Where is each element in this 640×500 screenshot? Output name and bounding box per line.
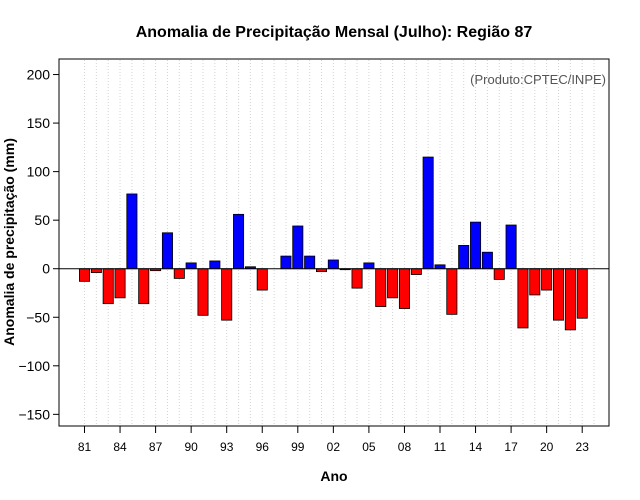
bar-2010	[422, 156, 434, 270]
chart-title: Anomalia de Precipitação Mensal (Julho):…	[136, 24, 533, 41]
bar-1994	[233, 213, 245, 270]
bar-1996	[256, 268, 268, 291]
bar-2017	[505, 224, 517, 270]
x-tick-label: 11	[434, 440, 447, 454]
bar-2013	[458, 245, 470, 270]
x-tick-label: 02	[327, 440, 341, 454]
y-tick-label: 0	[42, 261, 50, 277]
plot-frame	[58, 58, 610, 427]
y-tick-label: 200	[27, 67, 51, 83]
x-tick-label: 90	[184, 440, 198, 454]
bar-1986	[138, 268, 150, 305]
y-tick-label: −150	[18, 406, 50, 422]
bar-2020	[541, 268, 553, 291]
y-axis-ticks: −150 −100 −50 0 50 100 150 200	[18, 67, 59, 422]
bar-1981	[79, 268, 91, 282]
bar-2012	[446, 268, 458, 315]
x-tick-label: 99	[291, 440, 305, 454]
bar-1993	[221, 268, 233, 321]
bar-1999	[292, 225, 304, 270]
x-axis-label: Ano	[320, 468, 347, 484]
bar-2008	[398, 268, 410, 309]
bar-1992	[209, 260, 221, 270]
y-tick-label: 100	[27, 164, 51, 180]
bar-2019	[529, 268, 541, 296]
x-tick-label: 17	[504, 440, 518, 454]
grid-lines	[84, 60, 595, 425]
x-tick-label: 96	[256, 440, 270, 454]
y-tick-label: 150	[27, 115, 51, 131]
bar-1998	[280, 255, 292, 270]
bar-2014	[470, 221, 482, 270]
bar-1989	[173, 268, 185, 279]
x-tick-label: 23	[576, 440, 590, 454]
y-axis-label: Anomalia de precipitação (mm)	[1, 138, 17, 346]
x-tick-label: 05	[362, 440, 376, 454]
x-tick-label: 08	[398, 440, 412, 454]
bar-1984	[114, 268, 126, 299]
x-tick-label: 84	[113, 440, 127, 454]
bar-1982	[90, 268, 102, 273]
bar-2009	[410, 268, 422, 275]
bar-2002	[327, 259, 339, 270]
bar-1990	[185, 262, 197, 270]
bar-2016	[493, 268, 505, 280]
bar-2021	[553, 268, 565, 321]
x-tick-label: 93	[220, 440, 234, 454]
bar-2023	[576, 268, 588, 319]
bar-1991	[197, 268, 209, 316]
x-axis-ticks: 81 84 87 90 93 96 99 02 05 08 11 14 17 20 23	[78, 426, 589, 454]
y-tick-label: 50	[34, 212, 50, 228]
x-tick-label: 87	[149, 440, 163, 454]
bar-2000	[304, 255, 316, 270]
bar-2011	[434, 264, 446, 270]
y-tick-label: −50	[26, 309, 50, 325]
bar-1988	[161, 232, 173, 270]
bar-2018	[517, 268, 529, 329]
bar-1985	[126, 193, 138, 270]
bar-2007	[387, 268, 399, 299]
x-tick-label: 20	[540, 440, 554, 454]
y-tick-label: −100	[18, 358, 50, 374]
x-tick-label: 14	[469, 440, 483, 454]
source-note: (Produto:CPTEC/INPE)	[470, 72, 606, 87]
bar-2015	[481, 251, 493, 270]
bar-2022	[564, 268, 576, 331]
bar-1983	[102, 268, 114, 305]
bar-2004	[351, 268, 363, 289]
bar-2006	[375, 268, 387, 307]
bar-2005	[363, 262, 375, 270]
x-tick-label: 81	[78, 440, 92, 454]
